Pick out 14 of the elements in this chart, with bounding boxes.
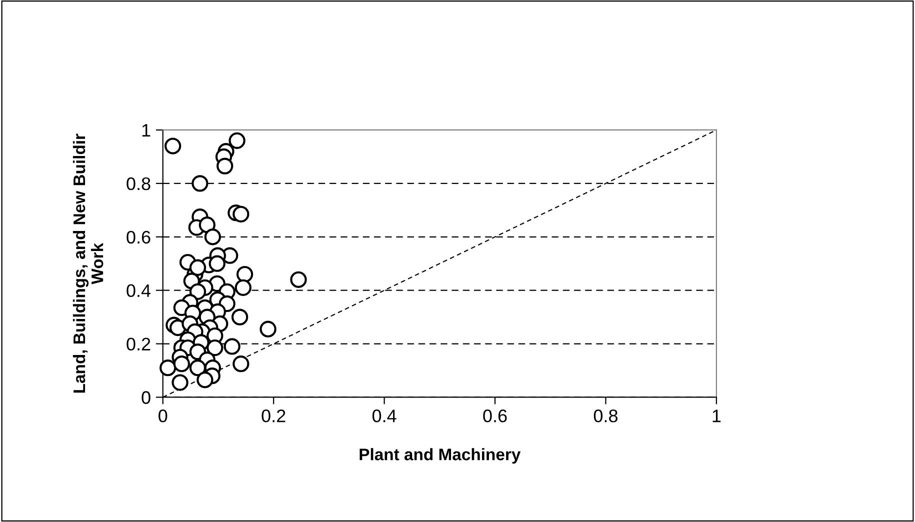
y-tick-label: 0.8: [126, 177, 150, 190]
y-axis-title: Land, Buildings, and New Buildir Work: [72, 134, 104, 393]
x-tick-label: 0.8: [594, 410, 618, 422]
y-tick-label: 0.2: [126, 338, 150, 351]
x-tick-label: 0.4: [372, 410, 396, 422]
x-tick-label: 0: [158, 410, 168, 422]
x-tick-label: 0.6: [483, 410, 507, 422]
y-tick-label: 0: [142, 391, 150, 404]
x-tick-label: 1: [712, 410, 721, 422]
x-tick-label: 0.2: [262, 410, 286, 422]
y-tick-label: 0.4: [126, 284, 151, 298]
y-tick-label: 0.6: [126, 230, 150, 244]
y-tick-label: 1: [142, 124, 150, 137]
x-axis-title: Plant and Machinery: [360, 448, 521, 464]
